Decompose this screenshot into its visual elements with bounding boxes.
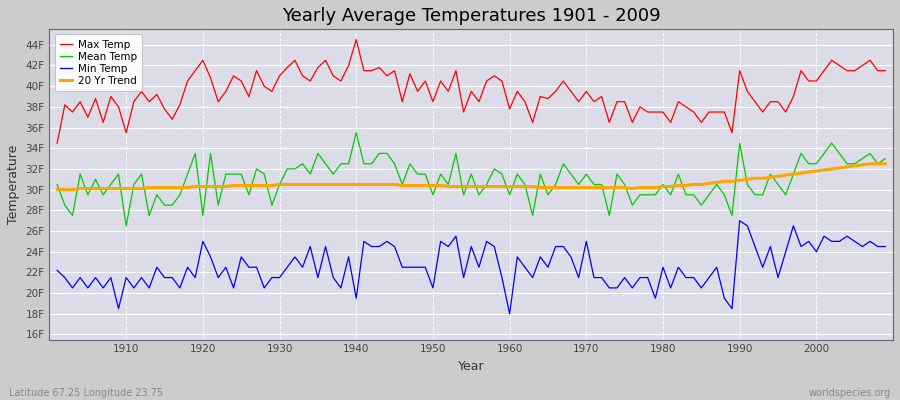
Text: worldspecies.org: worldspecies.org	[809, 388, 891, 398]
Min Temp	[604, 286, 615, 290]
Mean Temp	[612, 172, 623, 176]
Mean Temp	[52, 182, 63, 187]
Line: 20 Yr Trend: 20 Yr Trend	[58, 164, 886, 190]
Text: Latitude 67.25 Longitude 23.75: Latitude 67.25 Longitude 23.75	[9, 388, 163, 398]
Min Temp	[113, 306, 124, 311]
Max Temp	[351, 37, 362, 42]
Max Temp	[512, 89, 523, 94]
Max Temp	[113, 104, 124, 109]
Mean Temp	[121, 224, 131, 228]
Min Temp	[512, 254, 523, 259]
20 Yr Trend	[497, 184, 508, 189]
20 Yr Trend	[52, 187, 63, 192]
Mean Temp	[113, 172, 124, 176]
20 Yr Trend	[596, 185, 607, 190]
20 Yr Trend	[328, 182, 338, 187]
Max Temp	[52, 141, 63, 146]
Max Temp	[328, 74, 338, 78]
Mean Temp	[519, 182, 530, 187]
Mean Temp	[290, 166, 301, 171]
Min Temp	[497, 275, 508, 280]
Line: Mean Temp: Mean Temp	[58, 133, 886, 226]
Max Temp	[880, 68, 891, 73]
Line: Max Temp: Max Temp	[58, 40, 886, 143]
Mean Temp	[351, 130, 362, 135]
Mean Temp	[880, 156, 891, 161]
20 Yr Trend	[282, 182, 292, 187]
Min Temp	[504, 311, 515, 316]
Min Temp	[328, 275, 338, 280]
X-axis label: Year: Year	[458, 360, 484, 373]
Y-axis label: Temperature: Temperature	[7, 145, 20, 224]
Min Temp	[880, 244, 891, 249]
20 Yr Trend	[504, 184, 515, 189]
Max Temp	[504, 106, 515, 111]
Mean Temp	[336, 161, 346, 166]
Max Temp	[282, 65, 292, 70]
20 Yr Trend	[113, 186, 124, 191]
Mean Temp	[512, 172, 523, 176]
Line: Min Temp: Min Temp	[58, 221, 886, 314]
Min Temp	[734, 218, 745, 223]
20 Yr Trend	[865, 161, 876, 166]
Min Temp	[52, 268, 63, 273]
20 Yr Trend	[880, 161, 891, 166]
Title: Yearly Average Temperatures 1901 - 2009: Yearly Average Temperatures 1901 - 2009	[282, 7, 661, 25]
Max Temp	[604, 120, 615, 125]
Min Temp	[282, 265, 292, 270]
Legend: Max Temp, Mean Temp, Min Temp, 20 Yr Trend: Max Temp, Mean Temp, Min Temp, 20 Yr Tre…	[55, 34, 142, 91]
